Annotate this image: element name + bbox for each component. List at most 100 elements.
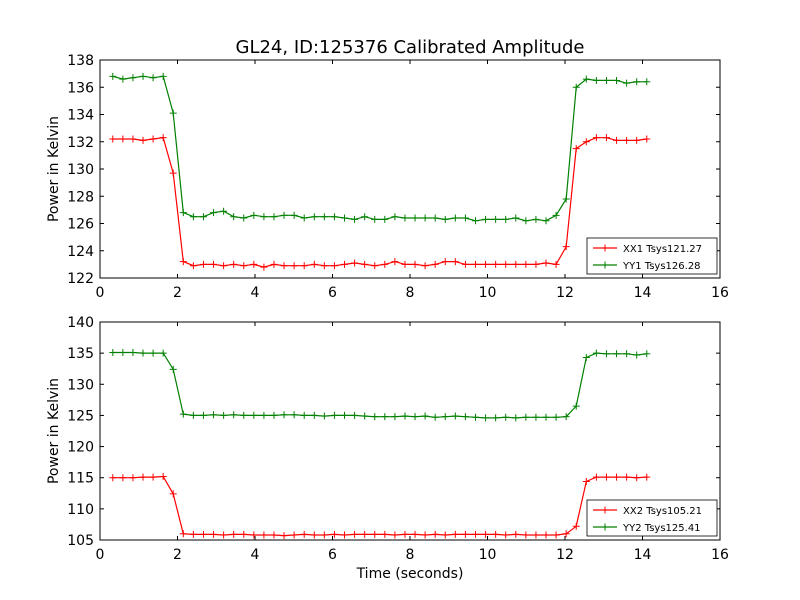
data-point bbox=[230, 213, 238, 221]
x-tick-label: 6 bbox=[328, 547, 337, 563]
data-point bbox=[220, 531, 228, 539]
data-point bbox=[129, 135, 137, 143]
data-point bbox=[310, 260, 318, 268]
x-tick-label: 2 bbox=[173, 547, 182, 563]
data-point bbox=[230, 260, 238, 268]
data-point bbox=[441, 258, 449, 266]
data-point bbox=[109, 349, 117, 357]
x-tick-label: 10 bbox=[479, 285, 497, 301]
data-point bbox=[552, 531, 560, 539]
data-point bbox=[623, 79, 631, 87]
data-point bbox=[210, 209, 218, 217]
data-point bbox=[320, 412, 328, 420]
data-point bbox=[451, 530, 459, 538]
y-tick-label: 130 bbox=[67, 162, 94, 178]
data-point bbox=[562, 243, 570, 251]
data-point bbox=[582, 75, 590, 83]
data-point bbox=[522, 531, 530, 539]
data-point bbox=[240, 530, 248, 538]
data-point bbox=[169, 169, 177, 177]
y-tick-label: 120 bbox=[67, 440, 94, 456]
data-point bbox=[109, 72, 117, 80]
data-point bbox=[613, 136, 621, 144]
y-tick-label: 115 bbox=[67, 471, 94, 487]
data-point bbox=[532, 215, 540, 223]
data-point bbox=[341, 531, 349, 539]
x-tick-label: 6 bbox=[328, 285, 337, 301]
y-tick-label: 134 bbox=[67, 108, 94, 124]
data-point bbox=[592, 473, 600, 481]
data-point bbox=[572, 522, 580, 530]
data-point bbox=[290, 411, 298, 419]
legend-label: YY1 Tsys126.28 bbox=[622, 261, 701, 272]
x-tick-label: 14 bbox=[634, 547, 652, 563]
data-point bbox=[411, 260, 419, 268]
data-point bbox=[280, 532, 288, 540]
y-tick-label: 126 bbox=[67, 217, 94, 233]
y-axis-label: Power in Kelvin bbox=[46, 378, 62, 484]
data-point bbox=[320, 262, 328, 270]
legend-marker bbox=[601, 506, 609, 514]
legend-label: YY2 Tsys125.41 bbox=[622, 523, 701, 534]
data-point bbox=[220, 411, 228, 419]
data-point bbox=[230, 411, 238, 419]
data-point bbox=[371, 530, 379, 538]
x-tick-label: 16 bbox=[711, 285, 729, 301]
data-point bbox=[482, 530, 490, 538]
data-point bbox=[109, 135, 117, 143]
data-point bbox=[532, 531, 540, 539]
x-tick-label: 10 bbox=[479, 547, 497, 563]
data-point bbox=[179, 258, 187, 266]
data-point bbox=[109, 474, 117, 482]
data-point bbox=[381, 260, 389, 268]
data-point bbox=[310, 531, 318, 539]
figure-title: GL24, ID:125376 Calibrated Amplitude bbox=[236, 37, 585, 58]
data-point bbox=[220, 207, 228, 215]
data-point bbox=[613, 350, 621, 358]
data-point bbox=[431, 413, 439, 421]
data-point bbox=[159, 72, 167, 80]
data-point bbox=[330, 262, 338, 270]
data-point bbox=[562, 413, 570, 421]
x-tick-label: 14 bbox=[634, 285, 652, 301]
data-point bbox=[401, 260, 409, 268]
data-point bbox=[381, 530, 389, 538]
y-tick-label: 140 bbox=[67, 315, 94, 331]
data-point bbox=[179, 410, 187, 418]
data-point bbox=[119, 75, 127, 83]
data-point bbox=[461, 260, 469, 268]
data-point bbox=[149, 74, 157, 82]
data-point bbox=[371, 262, 379, 270]
data-point bbox=[199, 411, 207, 419]
data-point bbox=[391, 213, 399, 221]
data-point bbox=[421, 531, 429, 539]
data-point bbox=[512, 260, 520, 268]
data-point bbox=[250, 531, 258, 539]
data-point bbox=[199, 260, 207, 268]
x-tick-label: 8 bbox=[406, 547, 415, 563]
x-axis-label: Time (seconds) bbox=[356, 566, 464, 582]
data-point bbox=[401, 412, 409, 420]
data-point bbox=[129, 74, 137, 82]
data-point bbox=[431, 214, 439, 222]
data-point bbox=[240, 262, 248, 270]
data-point bbox=[401, 214, 409, 222]
x-tick-label: 12 bbox=[556, 547, 574, 563]
data-point bbox=[210, 411, 218, 419]
data-point bbox=[431, 260, 439, 268]
data-point bbox=[602, 134, 610, 142]
data-point bbox=[441, 413, 449, 421]
data-point bbox=[421, 412, 429, 420]
data-point bbox=[290, 262, 298, 270]
top-panel: 0 2 4 6 8 10 12 14 16 122 124 126 128 130 132 134 136 138… bbox=[46, 53, 729, 301]
data-point bbox=[300, 262, 308, 270]
data-point bbox=[330, 411, 338, 419]
y-tick-label: 124 bbox=[67, 244, 94, 260]
data-point bbox=[149, 473, 157, 481]
data-point bbox=[552, 260, 560, 268]
data-point bbox=[643, 78, 651, 86]
data-point bbox=[532, 413, 540, 421]
data-point bbox=[471, 530, 479, 538]
x-tick-label: 4 bbox=[251, 285, 260, 301]
